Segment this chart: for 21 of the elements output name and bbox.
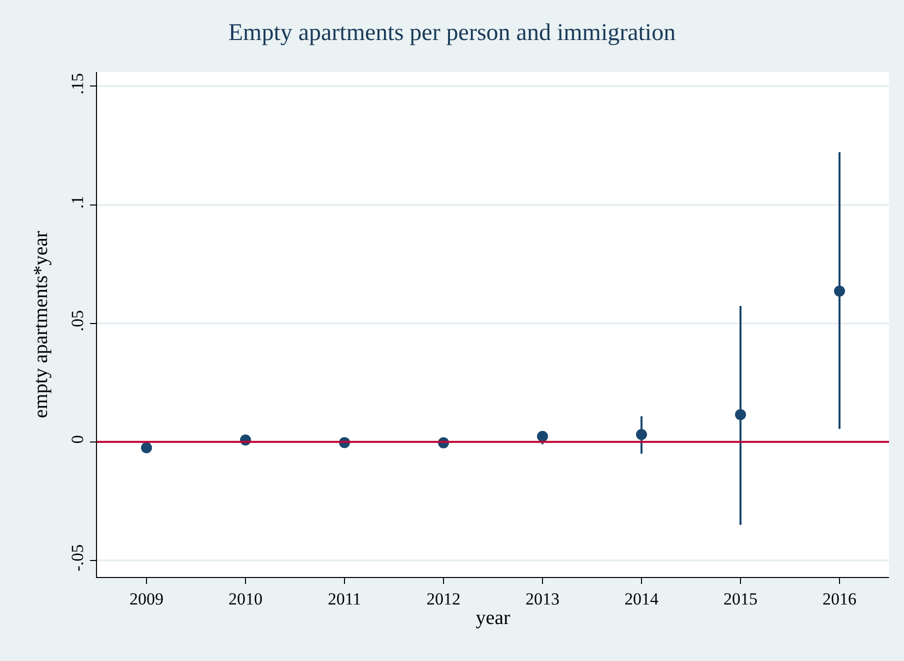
- point: [537, 430, 548, 442]
- chart-title: Empty apartments per person and immigration: [228, 20, 676, 46]
- x-axis-title: year: [476, 606, 511, 629]
- y-tick-label: 0: [68, 435, 88, 444]
- y-axis-title: empty apartments*year: [30, 230, 52, 418]
- point: [636, 429, 647, 440]
- point: [735, 409, 746, 420]
- x-tick-label: 2015: [724, 589, 758, 608]
- y-tick-label: -.05: [68, 544, 88, 572]
- y-tick-label: .15: [68, 73, 88, 94]
- x-tick-label: 2013: [526, 589, 560, 608]
- point: [834, 286, 845, 297]
- x-tick-label: 2016: [822, 589, 856, 608]
- x-tick-label: 2014: [624, 589, 659, 608]
- y-tick-label: .05: [68, 310, 88, 332]
- x-tick-label: 2010: [228, 589, 262, 608]
- x-tick-label: 2009: [130, 589, 164, 608]
- point: [141, 442, 152, 454]
- x-tick-label: 2012: [426, 589, 460, 608]
- y-tick-label: .1: [68, 196, 88, 209]
- x-tick-label: 2011: [328, 589, 362, 608]
